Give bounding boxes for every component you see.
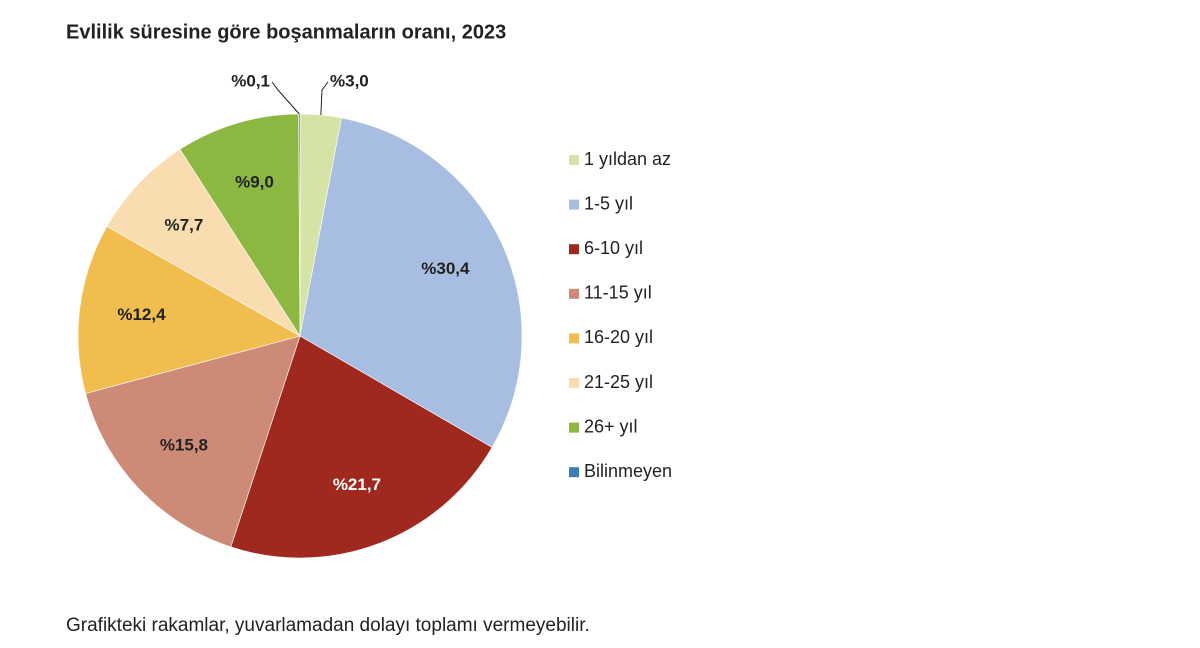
data-label: %3,0 [330, 71, 369, 90]
data-label: %12,4 [117, 305, 166, 324]
legend-swatch [569, 199, 579, 210]
pie-slice [179, 113, 301, 338]
pie-slice [299, 117, 523, 448]
legend-label: Bilinmeyen [584, 461, 672, 481]
legend-swatch [569, 333, 579, 344]
data-label: %9,0 [235, 172, 274, 191]
legend-swatch [569, 244, 579, 255]
legend-swatch [569, 288, 579, 299]
pie-slice [106, 148, 301, 337]
legend-swatch [569, 422, 579, 433]
leader-line [271, 81, 300, 115]
legend-label: 6-10 yıl [584, 238, 643, 258]
pie-slice [230, 335, 493, 559]
legend-label: 1-5 yıl [584, 193, 633, 213]
data-label: %21,7 [333, 475, 381, 494]
pie-slice [85, 335, 301, 548]
legend-label: 16-20 yıl [584, 327, 653, 347]
leader-line [320, 81, 329, 116]
data-label: %15,8 [160, 435, 208, 454]
pie-slice [298, 113, 301, 337]
legend-label: 11-15 yıl [584, 283, 652, 303]
data-label: %7,7 [165, 216, 204, 235]
legend-label: 26+ yıl [584, 416, 638, 436]
chart-title: Evlilik süresine göre boşanmaların oranı… [66, 21, 506, 43]
legend-swatch [569, 155, 579, 165]
legend-label: 21-25 yıl [584, 372, 653, 392]
data-label: %30,4 [421, 259, 470, 278]
legend-swatch [569, 467, 579, 478]
data-label: %0,1 [231, 71, 270, 90]
legend-swatch [569, 378, 579, 388]
pie-slice [77, 226, 301, 394]
legend-label: 1 yıldan az [584, 149, 671, 169]
footnote: Grafikteki rakamlar, yuvarlamadan dolayı… [66, 615, 590, 636]
